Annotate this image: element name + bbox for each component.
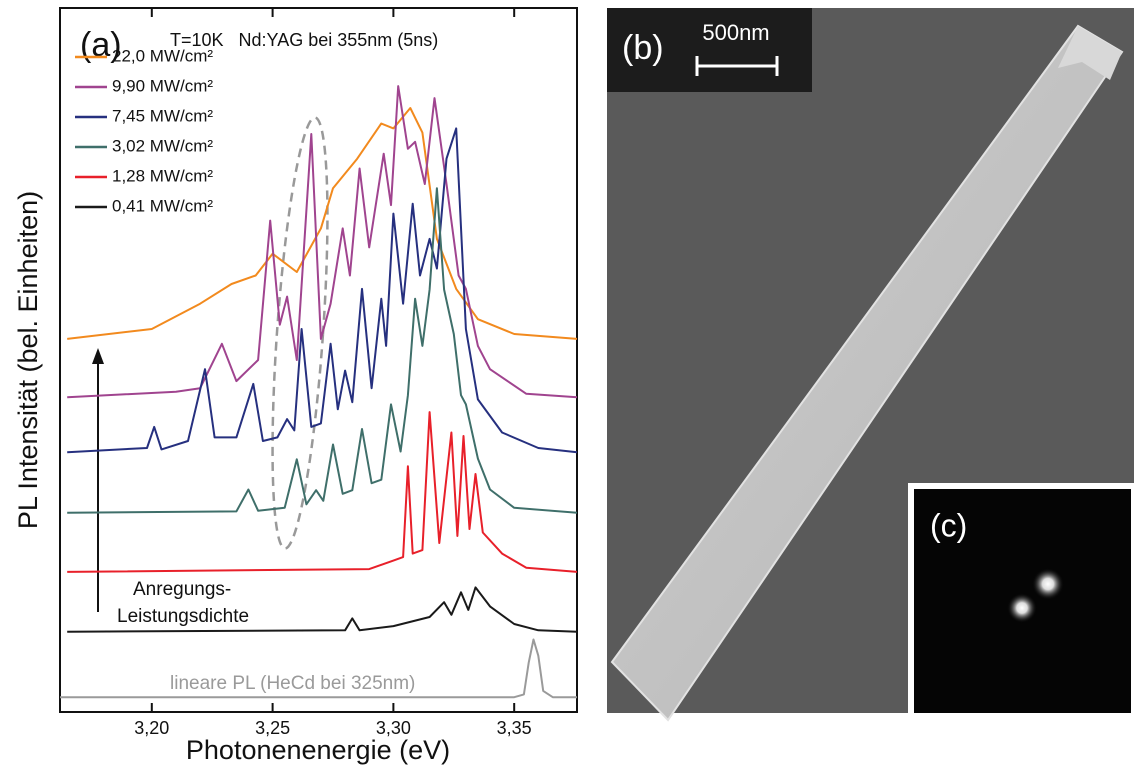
reference-line <box>60 638 577 699</box>
legend-label: 9,90 MW/cm² <box>112 76 213 95</box>
legend-label: 22,0 MW/cm² <box>112 46 213 65</box>
data-line <box>67 85 578 399</box>
annotation: lineare PL (HeCd bei 325nm) <box>170 673 415 694</box>
data-line <box>67 586 578 633</box>
plot-frame <box>59 7 578 713</box>
scale-bar <box>695 56 779 76</box>
data-line <box>67 107 578 340</box>
chart-title: T=10K Nd:YAG bei 355nm (5ns) <box>170 30 438 50</box>
panel-label: (b) <box>622 29 664 67</box>
emission-spot <box>1032 568 1064 600</box>
x-tick-label: 3,25 <box>255 718 290 738</box>
legend-label: 7,45 MW/cm² <box>112 106 213 125</box>
annotation: Anregungs- <box>133 579 231 600</box>
scale-label: 500nm <box>702 20 769 45</box>
arrow <box>92 348 104 612</box>
panel-label: (c) <box>930 507 967 543</box>
label-box <box>607 8 812 92</box>
emission-spot <box>1007 593 1037 623</box>
x-axis-label: Photonenenergie (eV) <box>186 735 450 765</box>
x-tick-label: 3,30 <box>376 718 411 738</box>
legend-label: 0,41 MW/cm² <box>112 196 213 215</box>
x-tick-label: 3,20 <box>134 718 169 738</box>
nanorod-end <box>1058 26 1122 80</box>
legend-label: 1,28 MW/cm² <box>112 166 213 185</box>
legend-label: 3,02 MW/cm² <box>112 136 213 155</box>
y-axis-label: PL Intensität (bel. Einheiten) <box>13 191 43 529</box>
data-line <box>67 127 578 454</box>
annotation: Leistungsdichte <box>117 606 249 627</box>
data-line <box>67 187 578 514</box>
data-line <box>67 411 578 573</box>
x-tick-label: 3,35 <box>497 718 532 738</box>
